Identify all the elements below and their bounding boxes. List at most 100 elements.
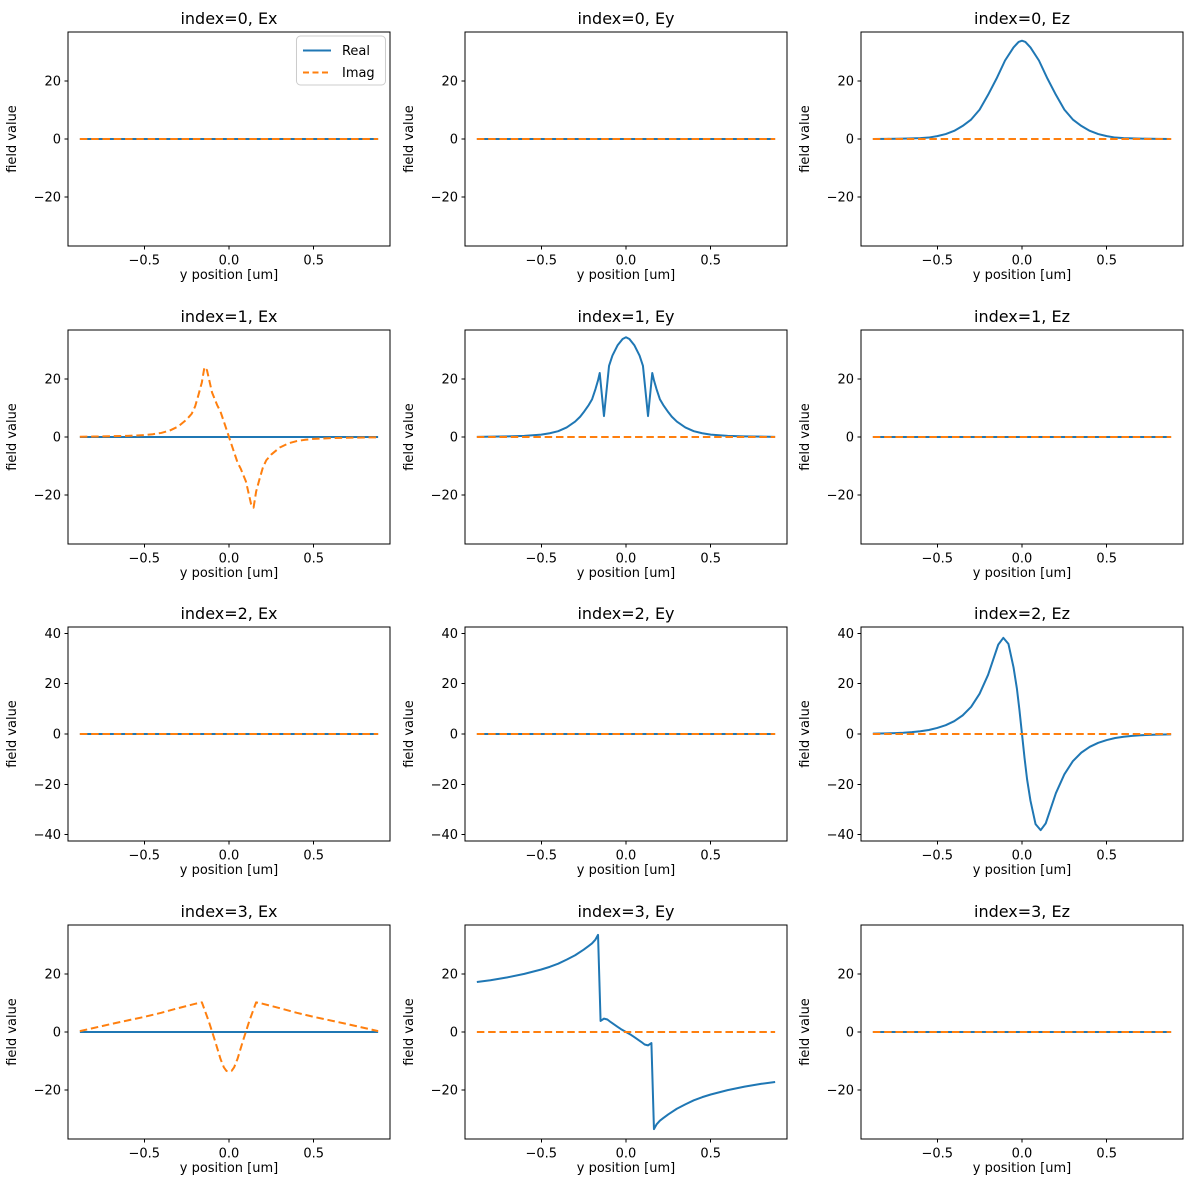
subplot-title: index=3, Ey: [577, 902, 674, 921]
axes-frame: [464, 31, 788, 247]
y-axis-label: field value: [5, 700, 20, 768]
y-tick-label: −20: [827, 778, 854, 793]
y-tick-label: 40: [838, 627, 855, 642]
y-tick-label: −20: [34, 1083, 61, 1098]
real-series-line: [476, 335, 775, 438]
y-tick-label: −20: [34, 191, 61, 206]
subplot-title: index=2, Ez: [974, 604, 1070, 623]
subplot-index1-ey: −0.5 0.0 0.5 −20 0 20 index=1, Ey y position [u…: [397, 298, 794, 596]
x-tick-label: −0.5: [525, 551, 557, 566]
y-tick-label: 0: [449, 728, 457, 743]
subplot-title: index=0, Ez: [974, 9, 1070, 28]
x-axis-label: y position [um]: [180, 863, 278, 878]
y-tick-label: 0: [53, 728, 61, 743]
subplot-index0-ex: −0.5 0.0 0.5 −20 0 20 index=0, Ex y position [u…: [0, 0, 397, 298]
x-tick-label: 0.5: [700, 551, 721, 566]
x-tick-label: −0.5: [922, 1146, 954, 1161]
y-tick-label: −40: [430, 828, 457, 843]
legend-real-label: Real: [342, 44, 370, 59]
subplot-index1-ex: −0.5 0.0 0.5 −20 0 20 index=1, Ex y position [u…: [0, 298, 397, 596]
x-tick-label: −0.5: [525, 1146, 557, 1161]
subplot-title: index=1, Ey: [577, 307, 674, 326]
y-tick-label: 20: [44, 967, 61, 982]
plot-svg-index1-ez: −0.5 0.0 0.5 −20 0 20 index=1, Ez y position [u…: [798, 307, 1184, 580]
x-tick-label: 0.5: [700, 1146, 721, 1161]
x-tick-label: −0.5: [922, 551, 954, 566]
subplot-index2-ey: −0.5 0.0 0.5 −40 −20 0 20 40 index=2, Ey y positi…: [397, 595, 794, 893]
subplot-title: index=0, Ey: [577, 9, 674, 28]
subplot-title: index=0, Ex: [180, 9, 277, 28]
subplot-index2-ez: −0.5 0.0 0.5 −40 −20 0 20 40 index=2, Ez y positi…: [793, 595, 1190, 893]
axes-frame: [67, 924, 391, 1139]
y-tick-label: −20: [827, 191, 854, 206]
x-axis-label: y position [um]: [576, 1160, 674, 1175]
axes-frame: [464, 329, 788, 544]
y-tick-label: −40: [827, 828, 854, 843]
subplot-index3-ez: −0.5 0.0 0.5 −20 0 20 index=3, Ez y position [u…: [793, 893, 1190, 1190]
y-tick-label: 20: [44, 74, 61, 89]
subplot-index1-ez: −0.5 0.0 0.5 −20 0 20 index=1, Ez y position [u…: [793, 298, 1190, 596]
x-axis-label: y position [um]: [576, 565, 674, 580]
legend: Real Imag: [295, 35, 386, 86]
x-tick-label: 0.0: [1012, 253, 1033, 268]
x-axis-label: y position [um]: [180, 1160, 278, 1175]
x-tick-label: −0.5: [128, 1146, 160, 1161]
x-tick-label: 0.5: [1097, 253, 1118, 268]
x-tick-label: 0.0: [1012, 551, 1033, 566]
subplot-index3-ex: −0.5 0.0 0.5 −20 0 20 index=3, Ex y position [u…: [0, 893, 397, 1190]
y-axis-label: field value: [5, 105, 20, 173]
y-axis-label: field value: [798, 105, 813, 173]
x-tick-label: 0.5: [1097, 1146, 1118, 1161]
subplot-title: index=3, Ex: [180, 902, 277, 921]
x-axis-label: y position [um]: [180, 268, 278, 283]
y-tick-label: 20: [838, 372, 855, 387]
subplot-title: index=3, Ez: [974, 902, 1070, 921]
y-tick-label: 0: [846, 728, 854, 743]
subplot-index2-ex: −0.5 0.0 0.5 −40 −20 0 20 40 index=2, Ex y positi…: [0, 595, 397, 893]
plot-svg-index0-ey: −0.5 0.0 0.5 −20 0 20 index=0, Ey y position [u…: [402, 9, 788, 283]
plot-svg-index1-ex: −0.5 0.0 0.5 −20 0 20 index=1, Ex y position [u…: [5, 307, 391, 580]
x-tick-label: 0.5: [303, 848, 324, 863]
axes-frame: [464, 626, 788, 842]
subplot-index3-ey: −0.5 0.0 0.5 −20 0 20 index=3, Ey y position [u…: [397, 893, 794, 1190]
subplot-index0-ez: −0.5 0.0 0.5 −20 0 20 index=0, Ez y position [u…: [793, 0, 1190, 298]
x-tick-label: 0.5: [700, 253, 721, 268]
plot-svg-index1-ey: −0.5 0.0 0.5 −20 0 20 index=1, Ey y position [u…: [402, 307, 788, 580]
y-tick-label: −20: [430, 778, 457, 793]
y-tick-label: 0: [449, 1025, 457, 1040]
subplot-title: index=1, Ex: [180, 307, 277, 326]
x-tick-label: 0.5: [700, 848, 721, 863]
imag-series-line: [79, 365, 379, 509]
x-tick-label: 0.5: [303, 1146, 324, 1161]
x-tick-label: −0.5: [128, 551, 160, 566]
y-axis-label: field value: [402, 403, 417, 471]
y-tick-label: −20: [34, 778, 61, 793]
axes-frame: [464, 924, 788, 1139]
y-tick-label: 0: [846, 430, 854, 445]
x-axis-label: y position [um]: [973, 863, 1071, 878]
y-tick-label: −20: [430, 191, 457, 206]
y-axis-label: field value: [798, 403, 813, 471]
y-tick-label: 0: [53, 1025, 61, 1040]
axes-frame: [67, 329, 391, 544]
x-tick-label: −0.5: [128, 848, 160, 863]
x-axis-label: y position [um]: [973, 565, 1071, 580]
y-tick-label: 20: [838, 677, 855, 692]
x-tick-label: −0.5: [525, 253, 557, 268]
y-tick-label: 20: [44, 372, 61, 387]
subplot-title: index=2, Ex: [180, 604, 277, 623]
x-tick-label: −0.5: [922, 848, 954, 863]
y-axis-label: field value: [402, 105, 417, 173]
x-tick-label: 0.5: [303, 551, 324, 566]
plot-svg-index2-ex: −0.5 0.0 0.5 −40 −20 0 20 40 index=2, Ex y positi…: [5, 604, 391, 878]
y-tick-label: 20: [838, 74, 855, 89]
x-tick-label: 0.0: [615, 551, 636, 566]
plot-svg-index0-ex: −0.5 0.0 0.5 −20 0 20 index=0, Ex y position [u…: [5, 9, 391, 283]
y-tick-label: 20: [441, 967, 458, 982]
y-tick-label: −20: [430, 488, 457, 503]
plot-svg-index3-ex: −0.5 0.0 0.5 −20 0 20 index=3, Ex y position [u…: [5, 902, 391, 1175]
x-tick-label: 0.0: [219, 1146, 240, 1161]
y-tick-label: 20: [441, 74, 458, 89]
axes-frame: [860, 626, 1184, 842]
